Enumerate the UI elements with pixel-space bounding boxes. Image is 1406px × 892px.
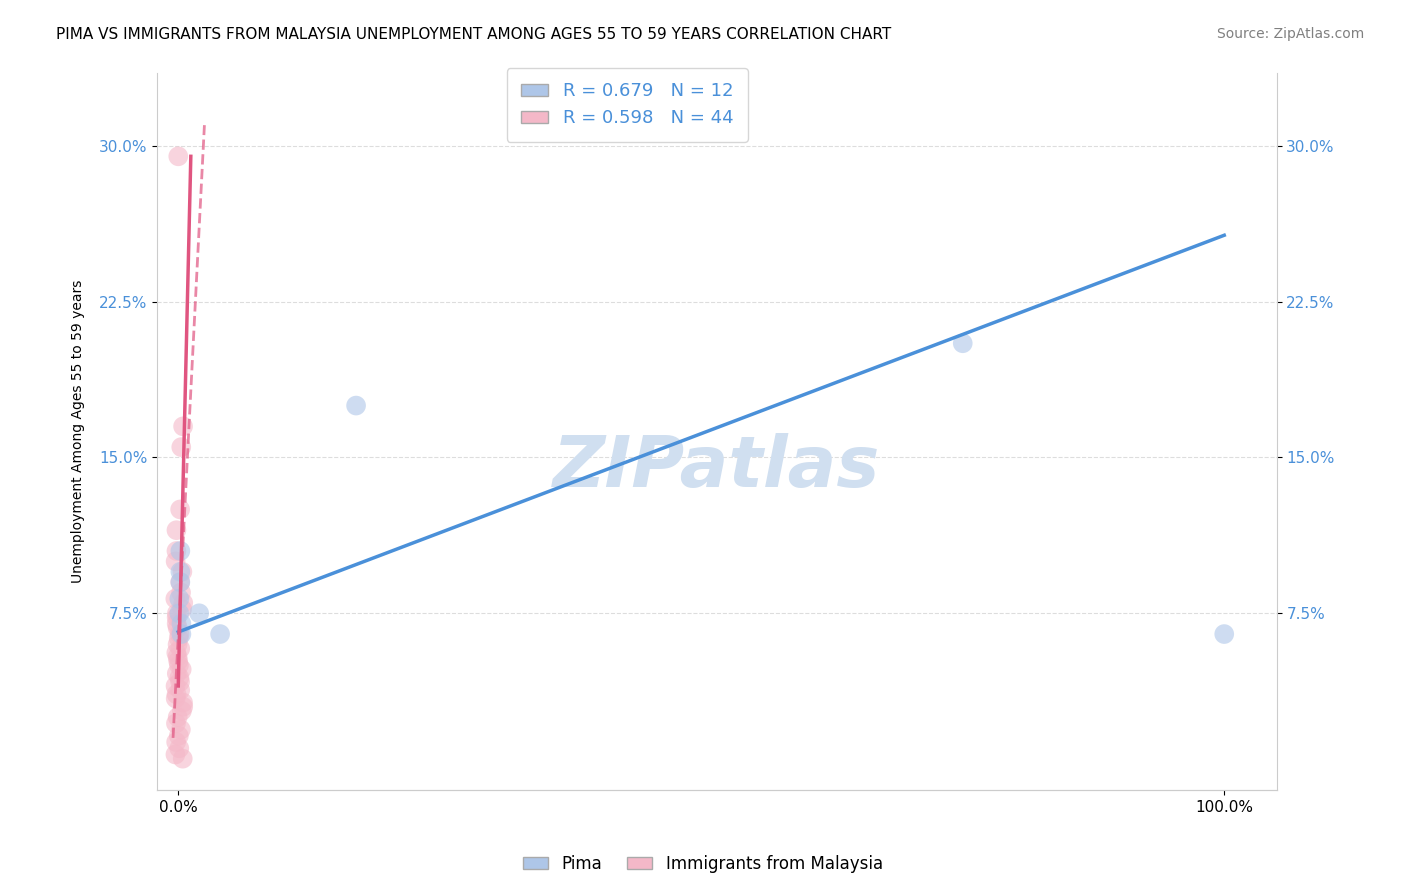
Point	[170, 662, 193, 676]
Point	[165, 679, 187, 693]
Point	[170, 616, 193, 631]
Point	[165, 747, 187, 762]
Point	[170, 723, 193, 737]
Point	[166, 687, 188, 701]
Point	[166, 649, 188, 664]
Point	[172, 565, 194, 579]
Point	[167, 631, 190, 645]
Point	[952, 336, 974, 351]
Point	[166, 666, 188, 681]
Text: Source: ZipAtlas.com: Source: ZipAtlas.com	[1216, 27, 1364, 41]
Point	[170, 627, 193, 641]
Point	[166, 616, 188, 631]
Point	[172, 752, 194, 766]
Point	[169, 565, 191, 579]
Point	[167, 729, 190, 743]
Y-axis label: Unemployment Among Ages 55 to 59 years: Unemployment Among Ages 55 to 59 years	[72, 280, 86, 583]
Point	[165, 735, 187, 749]
Point	[165, 523, 187, 537]
Point	[170, 585, 193, 599]
Point	[172, 602, 194, 616]
Point	[169, 671, 191, 685]
Point	[166, 610, 188, 624]
Point	[169, 627, 191, 641]
Point	[167, 149, 190, 163]
Text: PIMA VS IMMIGRANTS FROM MALAYSIA UNEMPLOYMENT AMONG AGES 55 TO 59 YEARS CORRELAT: PIMA VS IMMIGRANTS FROM MALAYSIA UNEMPLO…	[56, 27, 891, 42]
Legend: Pima, Immigrants from Malaysia: Pima, Immigrants from Malaysia	[516, 848, 890, 880]
Point	[1213, 627, 1236, 641]
Point	[172, 699, 194, 714]
Point	[170, 440, 193, 454]
Point	[169, 575, 191, 590]
Text: ZIPatlas: ZIPatlas	[553, 433, 880, 502]
Point	[165, 716, 187, 731]
Point	[188, 607, 211, 621]
Point	[169, 607, 191, 621]
Point	[170, 704, 193, 718]
Point	[169, 502, 191, 516]
Point	[169, 683, 191, 698]
Point	[166, 637, 188, 651]
Point	[169, 641, 191, 656]
Point	[165, 646, 187, 660]
Point	[172, 419, 194, 434]
Point	[172, 596, 194, 610]
Point	[166, 621, 188, 635]
Point	[167, 654, 190, 668]
Point	[169, 591, 191, 606]
Point	[209, 627, 232, 641]
Point	[169, 674, 191, 689]
Point	[166, 710, 188, 724]
Point	[167, 658, 190, 673]
Point	[165, 544, 187, 558]
Point	[169, 741, 191, 756]
Legend: R = 0.679   N = 12, R = 0.598   N = 44: R = 0.679 N = 12, R = 0.598 N = 44	[508, 68, 748, 142]
Point	[344, 399, 367, 413]
Point	[169, 575, 191, 590]
Point	[169, 544, 191, 558]
Point	[166, 607, 188, 621]
Point	[172, 696, 194, 710]
Point	[165, 591, 187, 606]
Point	[165, 691, 187, 706]
Point	[165, 554, 187, 568]
